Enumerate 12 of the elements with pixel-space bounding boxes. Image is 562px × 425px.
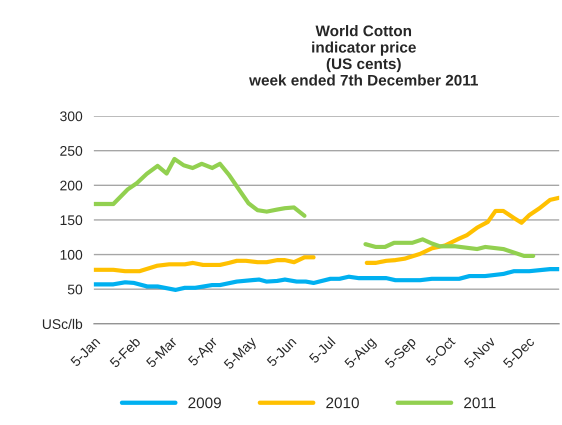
y-tick-label: 300 (60, 111, 82, 122)
y-tick-label: 250 (60, 146, 82, 156)
y-tick-label: 100 (60, 250, 82, 260)
chart-title: World Cotton indicator price (US cents) week ended 7th December 2011 (249, 25, 478, 86)
y-tick-label: 50 (68, 284, 82, 294)
legend-label: 2011 (464, 397, 496, 408)
legend-label: 2009 (188, 397, 221, 408)
y-tick-label: 200 (60, 180, 82, 190)
legend-label: 2010 (326, 397, 359, 408)
line-series (94, 267, 560, 292)
y-tick-label: USc/lb (42, 318, 82, 330)
y-tick-label: 150 (60, 215, 82, 226)
